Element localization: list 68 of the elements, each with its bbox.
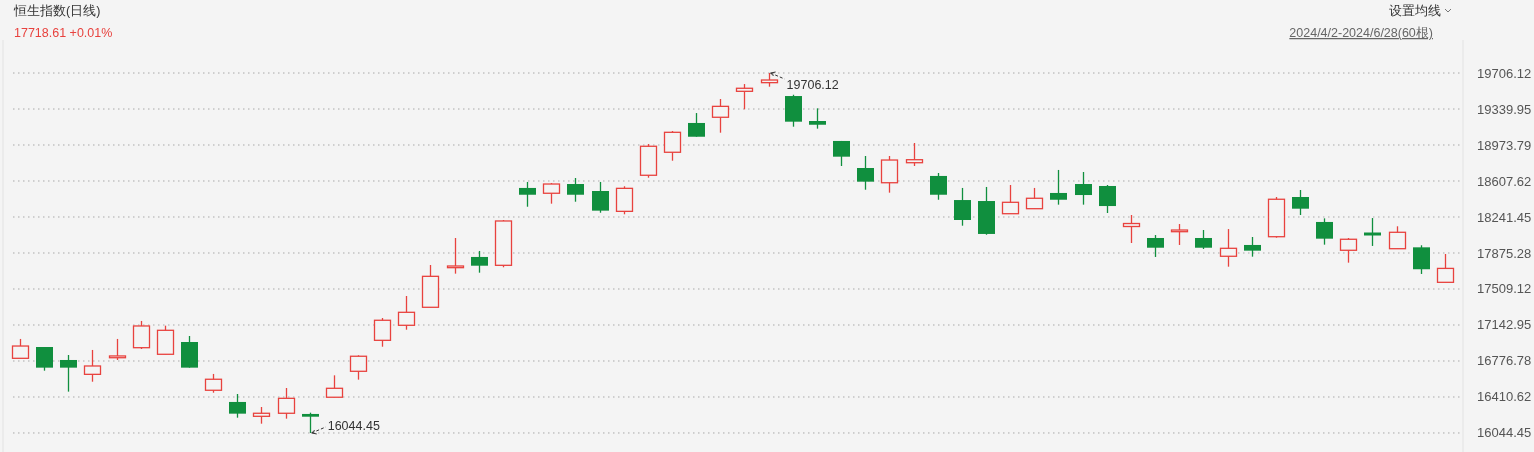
y-tick-label: 17875.28 [1477, 245, 1532, 261]
text: 2024/4/2-2024/6/28(60根) [1289, 26, 1433, 40]
annotation: 19706.12 [786, 78, 839, 93]
candlestick [615, 185, 634, 215]
candlestick [735, 83, 754, 110]
y-tick-label: 16044.45 [1477, 425, 1532, 441]
candlestick [1195, 229, 1212, 250]
candlestick [1316, 217, 1333, 246]
candlestick [688, 112, 705, 138]
y-tick-label: 16776.78 [1477, 353, 1532, 369]
y-tick-label: 17509.12 [1477, 281, 1532, 297]
candlestick [1075, 171, 1092, 206]
candlestick [519, 181, 536, 208]
candlestick [1413, 244, 1430, 275]
candlestick [60, 354, 77, 393]
candlestick [1388, 225, 1407, 250]
candlestick [1244, 236, 1261, 258]
candlestick [229, 393, 246, 419]
candlestick [542, 182, 561, 205]
y-tick-label: 19706.12 [1477, 65, 1532, 81]
candlestick [711, 98, 730, 134]
candlestick [204, 373, 223, 394]
candlestick [567, 177, 584, 203]
candlestick [930, 172, 947, 201]
candlestick [1025, 187, 1044, 210]
candlestick [397, 295, 416, 331]
candlestick [373, 317, 392, 348]
candlestick [954, 187, 971, 227]
candlestick [132, 320, 151, 350]
text: 设置均线 [1389, 4, 1441, 18]
candlestick [833, 140, 850, 167]
candlestick [857, 155, 874, 191]
candlestick [1292, 189, 1309, 216]
candlestick [1219, 228, 1238, 268]
candlestick [663, 130, 682, 162]
y-tick-label: 18607.62 [1477, 173, 1532, 189]
candlestick [1099, 184, 1116, 214]
candlestick [1339, 237, 1358, 264]
annotation: 16044.45 [327, 418, 380, 433]
candlestick [905, 142, 924, 167]
candlestick [83, 349, 102, 383]
candlestick [11, 338, 30, 359]
candlestick [325, 374, 344, 398]
candlestick [809, 107, 826, 130]
chart-subtitle: 17718.61 +0.01% [14, 26, 113, 40]
y-tick-label: 18973.79 [1477, 137, 1532, 153]
candlestick [156, 325, 175, 355]
y-tick-label: 16410.62 [1477, 389, 1532, 405]
candlestick [1001, 184, 1020, 215]
candlestick [302, 412, 319, 434]
candlestick [880, 155, 899, 194]
chart-title: 恒生指数(日线) [13, 4, 101, 18]
candlestick [36, 346, 53, 372]
candlestick [108, 338, 127, 361]
candlestick [277, 387, 296, 420]
candlestick [1050, 169, 1067, 206]
candlestick [1170, 223, 1189, 246]
candlestick [592, 181, 609, 214]
candlestick [349, 354, 368, 381]
candlestick [1122, 214, 1141, 244]
y-tick-label: 18241.45 [1477, 209, 1532, 225]
candlestick [1147, 234, 1164, 258]
candlestick [1436, 253, 1455, 283]
y-tick-label: 19339.95 [1477, 101, 1532, 117]
candlestick [1364, 217, 1381, 247]
candlestick [471, 250, 488, 274]
candlestick [446, 237, 465, 275]
y-tick-label: 17142.95 [1477, 317, 1532, 333]
